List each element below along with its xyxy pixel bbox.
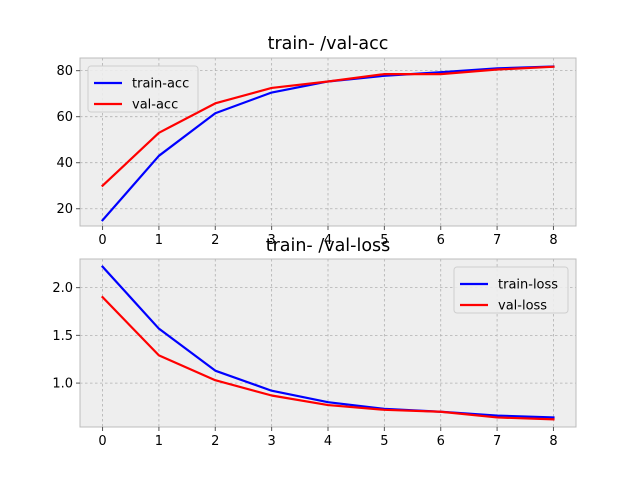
y-tick-label: 1.0 <box>52 377 73 392</box>
y-tick-label: 1.5 <box>52 329 73 344</box>
legend-box <box>453 266 569 314</box>
chart-loss: 0 1 2 3 4 5 6 7 8 1.0 1.5 2.0 train- /val-loss train-… <box>52 236 577 449</box>
series-line-val-acc <box>100 65 555 188</box>
legend-box <box>87 65 199 113</box>
legend-label: val-loss <box>498 299 547 314</box>
x-tick-label: 4 <box>324 233 332 248</box>
x-tick-label: 7 <box>493 233 501 248</box>
series-line-train-loss <box>100 265 555 419</box>
y-tick-label: 40 <box>56 156 73 171</box>
legend-label: train-acc <box>132 77 189 92</box>
legend-label: val-acc <box>132 98 178 113</box>
chart-acc: 0 1 2 3 4 5 6 7 8 20 40 60 80 train- /val-acc train-ac… <box>56 34 577 248</box>
y-tick-label: 20 <box>56 202 73 217</box>
y-tick-label: 2.0 <box>52 281 73 296</box>
x-tick-label: 0 <box>98 233 106 248</box>
x-tick-label: 4 <box>324 434 332 449</box>
x-tick-label: 5 <box>380 233 388 248</box>
x-tick-label: 6 <box>437 233 445 248</box>
y-tick-label: 80 <box>56 64 73 79</box>
x-tick-label: 3 <box>267 434 275 449</box>
x-tick-label: 1 <box>155 233 163 248</box>
legend-label: train-loss <box>498 278 558 293</box>
x-tick-label: 1 <box>155 434 163 449</box>
chart-title: train- /val-loss <box>266 236 391 256</box>
x-tick-label: 7 <box>493 434 501 449</box>
y-tick-label: 60 <box>56 110 73 125</box>
x-tick-label: 3 <box>267 233 275 248</box>
x-tick-label: 8 <box>549 233 557 248</box>
chart-title: train- /val-acc <box>268 34 389 54</box>
x-tick-label: 0 <box>98 434 106 449</box>
legend: train-loss val-loss <box>453 266 569 314</box>
legend: train-acc val-acc <box>87 65 199 113</box>
x-tick-label: 6 <box>437 434 445 449</box>
x-tick-label: 8 <box>549 434 557 449</box>
series-line-val-loss <box>100 295 555 421</box>
x-tick-label: 2 <box>211 434 219 449</box>
x-tick-label: 5 <box>380 434 388 449</box>
x-tick-label: 2 <box>211 233 219 248</box>
